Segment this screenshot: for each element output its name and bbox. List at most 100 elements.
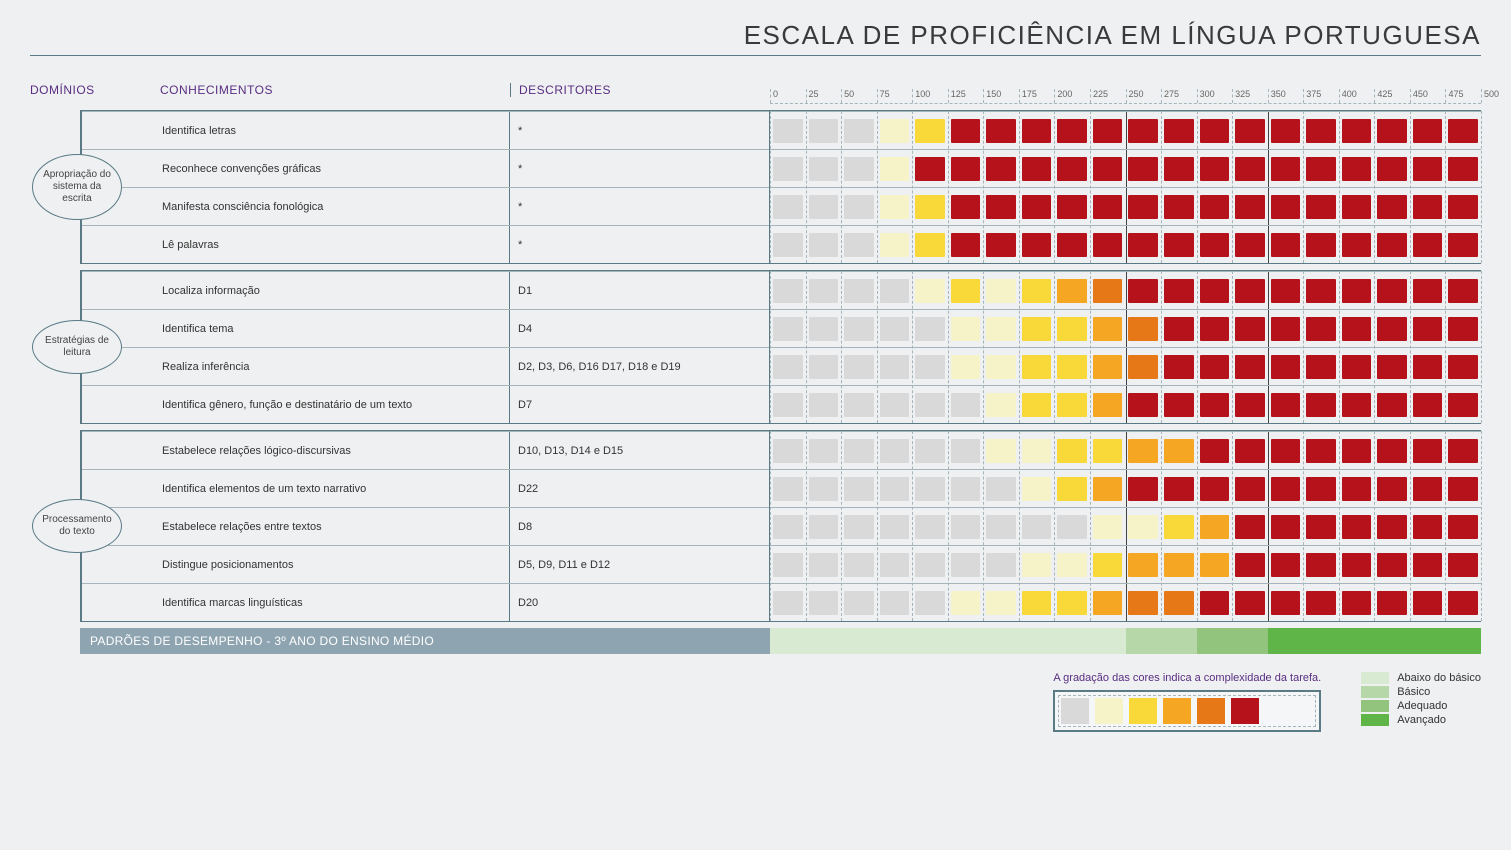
header-knowledge: CONHECIMENTOS (130, 83, 510, 97)
proficiency-cell (1164, 553, 1194, 577)
proficiency-cell (1235, 233, 1265, 257)
proficiency-cell (1093, 233, 1123, 257)
proficiency-cell (1377, 515, 1407, 539)
proficiency-cell (1022, 477, 1052, 501)
proficiency-cell (1164, 279, 1194, 303)
proficiency-cell (844, 317, 874, 341)
proficiency-cell (1093, 355, 1123, 379)
gradation-text: A gradação das cores indica a complexida… (1053, 672, 1321, 684)
proficiency-cell (1128, 591, 1158, 615)
proficiency-cell (1377, 393, 1407, 417)
proficiency-cell (1413, 195, 1443, 219)
proficiency-cell (1093, 439, 1123, 463)
proficiency-cell (1057, 393, 1087, 417)
descriptor-cell: * (509, 112, 769, 149)
proficiency-cell (986, 157, 1016, 181)
proficiency-cell (951, 591, 981, 615)
proficiency-cell (915, 355, 945, 379)
legend-label: Abaixo do básico (1397, 672, 1481, 684)
scale-tick: 325 (1232, 89, 1250, 103)
proficiency-cell (773, 553, 803, 577)
proficiency-cell (1377, 355, 1407, 379)
gradation-legend: A gradação das cores indica a complexida… (1053, 672, 1321, 732)
proficiency-cell (1448, 233, 1478, 257)
scale-tick: 50 (841, 89, 854, 103)
proficiency-cell (844, 279, 874, 303)
proficiency-cell (1200, 515, 1230, 539)
proficiency-cell (1200, 553, 1230, 577)
proficiency-cell (880, 195, 910, 219)
proficiency-cell (1377, 439, 1407, 463)
proficiency-cell (773, 355, 803, 379)
table-row: Realiza inferênciaD2, D3, D6, D16 D17, D… (82, 347, 769, 385)
proficiency-cell (915, 439, 945, 463)
proficiency-cell (1022, 317, 1052, 341)
grid-row (770, 111, 1481, 149)
proficiency-cell (1093, 157, 1123, 181)
descriptor-cell: D2, D3, D6, D16 D17, D18 e D19 (509, 348, 769, 385)
proficiency-cell (915, 553, 945, 577)
proficiency-cell (809, 355, 839, 379)
gradation-swatch (1197, 698, 1225, 724)
grid-row (770, 309, 1481, 347)
knowledge-cell: Identifica marcas linguísticas (82, 597, 509, 609)
proficiency-cell (1342, 515, 1372, 539)
proficiency-cell (1413, 355, 1443, 379)
proficiency-cell (809, 317, 839, 341)
proficiency-cell (1128, 553, 1158, 577)
proficiency-cell (951, 195, 981, 219)
header-descriptors: DESCRITORES (510, 83, 770, 97)
proficiency-cell (1271, 591, 1301, 615)
proficiency-cell (1057, 591, 1087, 615)
table-row: Identifica marcas linguísticasD20 (82, 583, 769, 621)
grid-row (770, 469, 1481, 507)
proficiency-cell (1306, 477, 1336, 501)
proficiency-cell (915, 591, 945, 615)
knowledge-cell: Identifica gênero, função e destinatário… (82, 399, 509, 411)
proficiency-cell (1235, 515, 1265, 539)
proficiency-cell (1200, 317, 1230, 341)
proficiency-cell (1342, 195, 1372, 219)
proficiency-cell (1057, 119, 1087, 143)
proficiency-cell (809, 157, 839, 181)
proficiency-cell (1200, 355, 1230, 379)
scale-tick: 250 (1126, 89, 1144, 103)
domain-label: Processamento do texto (32, 499, 122, 553)
proficiency-cell (1128, 477, 1158, 501)
proficiency-cell (1164, 195, 1194, 219)
proficiency-cell (1200, 195, 1230, 219)
proficiency-cell (1413, 515, 1443, 539)
scale-tick: 75 (877, 89, 890, 103)
proficiency-cell (1306, 233, 1336, 257)
proficiency-cell (1235, 119, 1265, 143)
grid-row (770, 583, 1481, 621)
performance-bar (770, 628, 1481, 654)
proficiency-cell (1413, 233, 1443, 257)
descriptor-cell: D20 (509, 584, 769, 621)
proficiency-cell (1057, 439, 1087, 463)
proficiency-cell (915, 119, 945, 143)
proficiency-cell (1128, 393, 1158, 417)
proficiency-cell (1093, 393, 1123, 417)
proficiency-cell (1093, 195, 1123, 219)
domain-label: Estratégias de leitura (32, 320, 122, 374)
proficiency-cell (1235, 317, 1265, 341)
proficiency-cell (1128, 439, 1158, 463)
proficiency-cell (1235, 157, 1265, 181)
proficiency-cell (1093, 119, 1123, 143)
legend-label: Avançado (1397, 714, 1446, 726)
proficiency-cell (986, 195, 1016, 219)
scale-tick: 175 (1019, 89, 1037, 103)
knowledge-cell: Lê palavras (82, 239, 509, 251)
proficiency-cell (1377, 317, 1407, 341)
proficiency-cell (1057, 317, 1087, 341)
descriptor-cell: D10, D13, D14 e D15 (509, 432, 769, 469)
proficiency-cell (880, 393, 910, 417)
proficiency-cell (809, 279, 839, 303)
proficiency-cell (1413, 157, 1443, 181)
proficiency-cell (986, 439, 1016, 463)
proficiency-cell (844, 195, 874, 219)
proficiency-cell (1271, 157, 1301, 181)
descriptor-cell: D5, D9, D11 e D12 (509, 546, 769, 583)
gradation-swatch (1061, 698, 1089, 724)
